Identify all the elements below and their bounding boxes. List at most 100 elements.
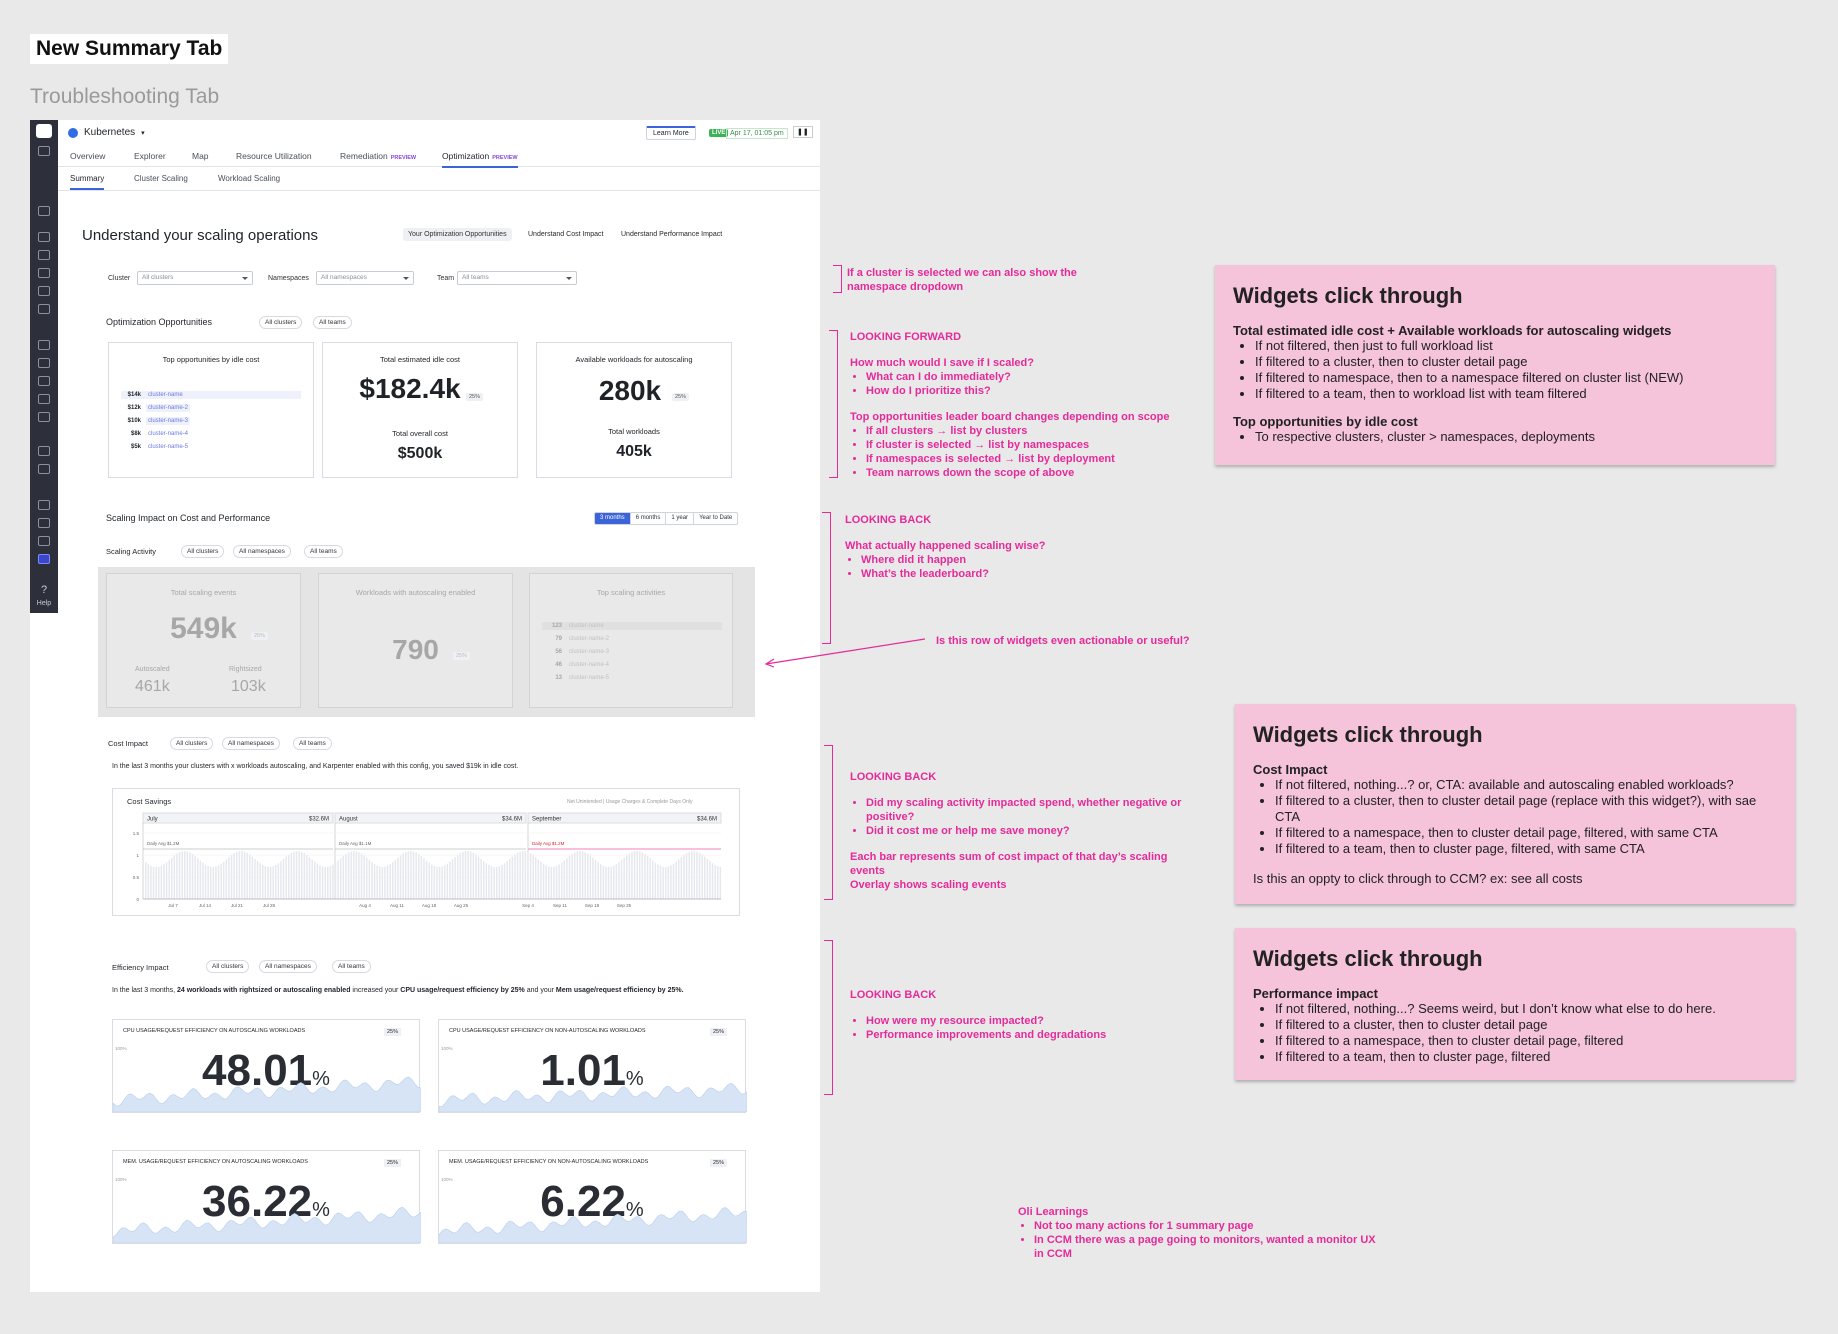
note-item: In CCM there was a page going to monitor… <box>1034 1233 1388 1261</box>
bar <box>425 860 428 899</box>
namespaces-select[interactable]: All namespaces <box>316 271 414 285</box>
list-item[interactable]: 13 cluster-name-5 <box>542 674 611 682</box>
chip-all-namespaces[interactable]: All namespaces <box>233 545 291 558</box>
list-item[interactable]: $12k cluster-name-2 <box>121 404 191 412</box>
apm-icon[interactable] <box>38 358 50 368</box>
bar <box>449 861 451 899</box>
pause-icon[interactable]: ❚❚ <box>793 126 813 138</box>
cost-impact-button[interactable]: Understand Cost Impact <box>528 231 604 238</box>
chip-all-teams[interactable]: All teams <box>293 737 332 750</box>
chip-all-teams[interactable]: All teams <box>304 545 343 558</box>
bar <box>314 861 316 899</box>
sticky-heading: Performance impact <box>1253 986 1378 1001</box>
bar <box>210 866 212 899</box>
total-workloads-value: 405k <box>616 443 652 460</box>
performance-impact-button[interactable]: Understand Performance Impact <box>621 231 723 238</box>
rightsized-value: 103k <box>231 678 266 695</box>
subtab-cluster-scaling[interactable]: Cluster Scaling <box>134 174 188 183</box>
binoculars-icon[interactable] <box>38 286 50 296</box>
integrations-icon[interactable] <box>38 500 50 510</box>
bar <box>394 860 397 899</box>
chip-all-namespaces[interactable]: All namespaces <box>222 737 280 750</box>
gauge-icon[interactable] <box>38 446 50 456</box>
sparkle-icon[interactable] <box>38 518 50 528</box>
monitor-icon[interactable] <box>38 268 50 278</box>
bar <box>423 858 425 899</box>
cluster-select[interactable]: All clusters <box>137 271 253 285</box>
scaling-events-card[interactable]: Total scaling events 549k 25% Autoscaled… <box>106 573 301 708</box>
bar <box>709 861 711 899</box>
bar <box>215 866 217 899</box>
cost-savings-chart[interactable]: Cost Savings Net Unintended | Usage Char… <box>112 788 740 916</box>
workloads-card[interactable]: Available workloads for autoscaling 280k… <box>536 342 732 478</box>
optimization-opportunities-button[interactable]: Your Optimization Opportunities <box>403 228 512 241</box>
list-item[interactable]: 123 cluster-name <box>542 622 722 630</box>
team-select[interactable]: All teams <box>457 271 577 285</box>
chip-all-teams[interactable]: All teams <box>332 960 371 973</box>
grid-icon[interactable] <box>38 146 50 156</box>
chip-all-clusters[interactable]: All clusters <box>259 316 303 329</box>
autoscaling-workloads-card[interactable]: Workloads with autoscaling enabled 790 2… <box>318 573 513 708</box>
chip-all-clusters[interactable]: All clusters <box>206 960 250 973</box>
list-item[interactable]: $5k cluster-name-5 <box>121 443 190 451</box>
bar <box>496 866 498 899</box>
bar <box>176 853 178 899</box>
tab-optimization[interactable]: Optimization PREVIEW <box>442 151 518 168</box>
timestamp[interactable]: Apr 17, 01:05 pm <box>726 128 788 139</box>
tab-explorer[interactable]: Explorer <box>134 151 166 161</box>
month-header <box>334 812 527 824</box>
idle-cost-card[interactable]: Total estimated idle cost $182.4k 25% To… <box>322 342 518 478</box>
tab-remediation[interactable]: Remediation PREVIEW <box>340 151 416 161</box>
list-item[interactable]: 46 cluster-name-4 <box>542 661 611 669</box>
chevron-down-icon[interactable]: ▾ <box>141 129 145 137</box>
subtab-workload-scaling[interactable]: Workload Scaling <box>218 174 281 183</box>
bar <box>589 855 592 899</box>
help-icon[interactable]: ? <box>40 584 48 596</box>
dashboard-icon[interactable] <box>38 250 50 260</box>
sub-tabs: Summary Cluster Scaling Workload Scaling <box>58 167 820 191</box>
range-1-year[interactable]: 1 year <box>666 513 695 524</box>
list-item[interactable]: $14k cluster-name <box>121 391 301 399</box>
chat-icon[interactable] <box>38 536 50 546</box>
efficiency-card-mem-non-autoscaling[interactable]: MEM. USAGE/REQUEST EFFICIENCY ON NON-AUT… <box>438 1150 747 1244</box>
tab-resource-utilization[interactable]: Resource Utilization <box>236 151 312 161</box>
list-item[interactable]: 56 cluster-name-3 <box>542 648 611 656</box>
bar <box>321 866 324 899</box>
subtab-summary[interactable]: Summary <box>70 174 105 190</box>
link-icon[interactable] <box>38 394 50 404</box>
chip-all-clusters[interactable]: All clusters <box>170 737 214 750</box>
chip-all-teams[interactable]: All teams <box>313 316 352 329</box>
efficiency-card-mem-autoscaling[interactable]: MEM. USAGE/REQUEST EFFICIENCY ON AUTOSCA… <box>112 1150 421 1244</box>
tab-map[interactable]: Map <box>192 151 209 161</box>
row-value: 46 <box>555 662 562 668</box>
chip-all-namespaces[interactable]: All namespaces <box>259 960 317 973</box>
bar <box>412 851 415 899</box>
security-icon[interactable] <box>38 412 50 422</box>
tab-overview[interactable]: Overview <box>70 151 106 161</box>
list-item[interactable]: $10k cluster-name-3 <box>121 417 191 425</box>
top-scaling-card[interactable]: Top scaling activities 123 cluster-name 7… <box>529 573 733 708</box>
efficiency-card-cpu-autoscaling[interactable]: CPU USAGE/REQUEST EFFICIENCY ON AUTOSCAL… <box>112 1019 421 1113</box>
top-opportunities-card[interactable]: Top opportunities by idle cost $14k clust… <box>108 342 314 478</box>
history-icon[interactable] <box>38 232 50 242</box>
product-title[interactable]: Kubernetes <box>84 127 136 138</box>
bar <box>537 859 540 899</box>
list-item[interactable]: 79 cluster-name-2 <box>542 635 611 643</box>
list-item[interactable]: $8k cluster-name-4 <box>121 430 190 438</box>
range-3-months[interactable]: 3 months <box>595 513 631 524</box>
chip-all-clusters[interactable]: All clusters <box>181 545 225 558</box>
range-ytd[interactable]: Year to Date <box>699 515 733 521</box>
shield-icon[interactable] <box>38 304 50 314</box>
stack-icon[interactable] <box>38 464 50 474</box>
bar <box>641 852 644 899</box>
kubernetes-icon[interactable] <box>38 554 50 564</box>
search-icon[interactable] <box>38 206 50 216</box>
logs-icon[interactable] <box>38 376 50 386</box>
efficiency-value: 6.22% <box>439 1177 745 1227</box>
infrastructure-icon[interactable] <box>38 340 50 350</box>
bar <box>150 865 152 899</box>
range-6-months[interactable]: 6 months <box>631 513 667 524</box>
efficiency-card-cpu-non-autoscaling[interactable]: CPU USAGE/REQUEST EFFICIENCY ON NON-AUTO… <box>438 1019 747 1113</box>
bar <box>620 860 623 899</box>
learn-more-button[interactable]: Learn More <box>646 126 696 140</box>
